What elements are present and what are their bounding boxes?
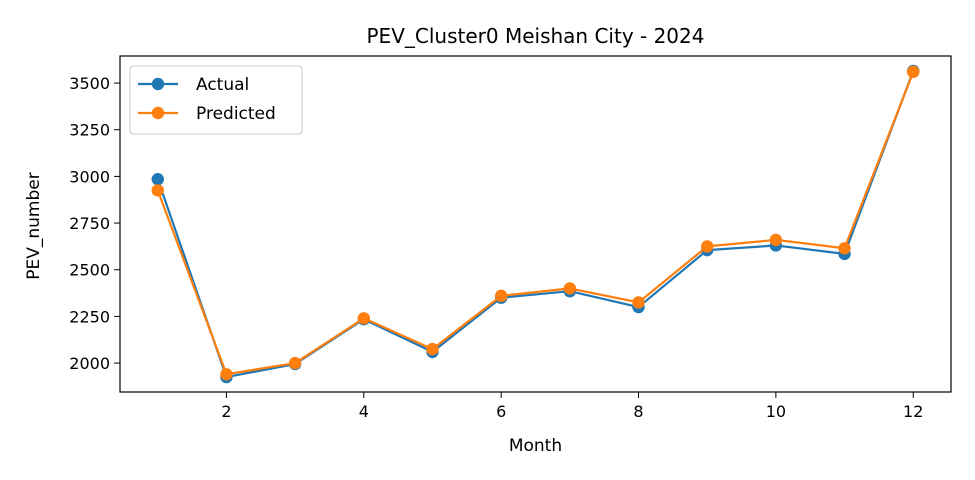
data-point-predicted: [700, 240, 714, 253]
legend-swatch-marker: [151, 106, 165, 120]
series-predicted: [151, 65, 920, 381]
data-point-predicted: [632, 296, 645, 309]
legend-entry-predicted: Predicted: [138, 104, 276, 124]
x-tick-label: 2: [221, 402, 231, 421]
chart-title: PEV_Cluster0 Meishan City - 2024: [367, 24, 705, 48]
data-point-predicted: [288, 356, 302, 370]
y-tick-label: 3000: [69, 167, 110, 186]
y-tick-label: 3250: [69, 121, 110, 140]
legend-label: Predicted: [196, 104, 276, 124]
y-tick-label: 2750: [69, 214, 110, 233]
data-point-predicted: [426, 342, 439, 356]
data-point-predicted: [220, 368, 233, 381]
axis-ticks: 2 4 6 8 10 12 2000 2250 2500 2750 3000 3250 3500: [69, 74, 923, 421]
legend: Actual Predicted: [129, 65, 303, 135]
y-tick-label: 2250: [69, 307, 110, 326]
data-point-predicted: [494, 289, 508, 303]
y-tick-label: 2000: [69, 354, 110, 373]
x-tick-label: 8: [633, 402, 643, 421]
series-line-predicted: [156, 71, 915, 376]
legend-label: Actual: [196, 75, 249, 95]
x-tick-label: 4: [359, 402, 369, 421]
x-axis-label: Month: [509, 436, 562, 456]
data-point-predicted: [769, 233, 783, 247]
y-tick-label: 2500: [69, 261, 110, 280]
data-point-actual: [151, 173, 164, 186]
data-point-predicted: [838, 242, 851, 255]
plot-frame: [119, 55, 952, 393]
y-tick-label: 3500: [69, 74, 110, 93]
legend-entry-actual: Actual: [138, 75, 249, 95]
series-line-actual: [156, 70, 915, 379]
x-tick-label: 10: [766, 402, 786, 421]
legend-swatch-marker: [151, 77, 165, 91]
data-point-predicted: [907, 65, 920, 79]
y-axis-label: PEV_number: [24, 172, 44, 279]
data-point-predicted: [563, 282, 577, 295]
data-point-predicted: [151, 184, 164, 197]
data-point-predicted: [357, 312, 371, 325]
x-tick-label: 6: [496, 402, 506, 421]
series-lines: [151, 64, 920, 384]
x-tick-label: 12: [903, 402, 923, 421]
